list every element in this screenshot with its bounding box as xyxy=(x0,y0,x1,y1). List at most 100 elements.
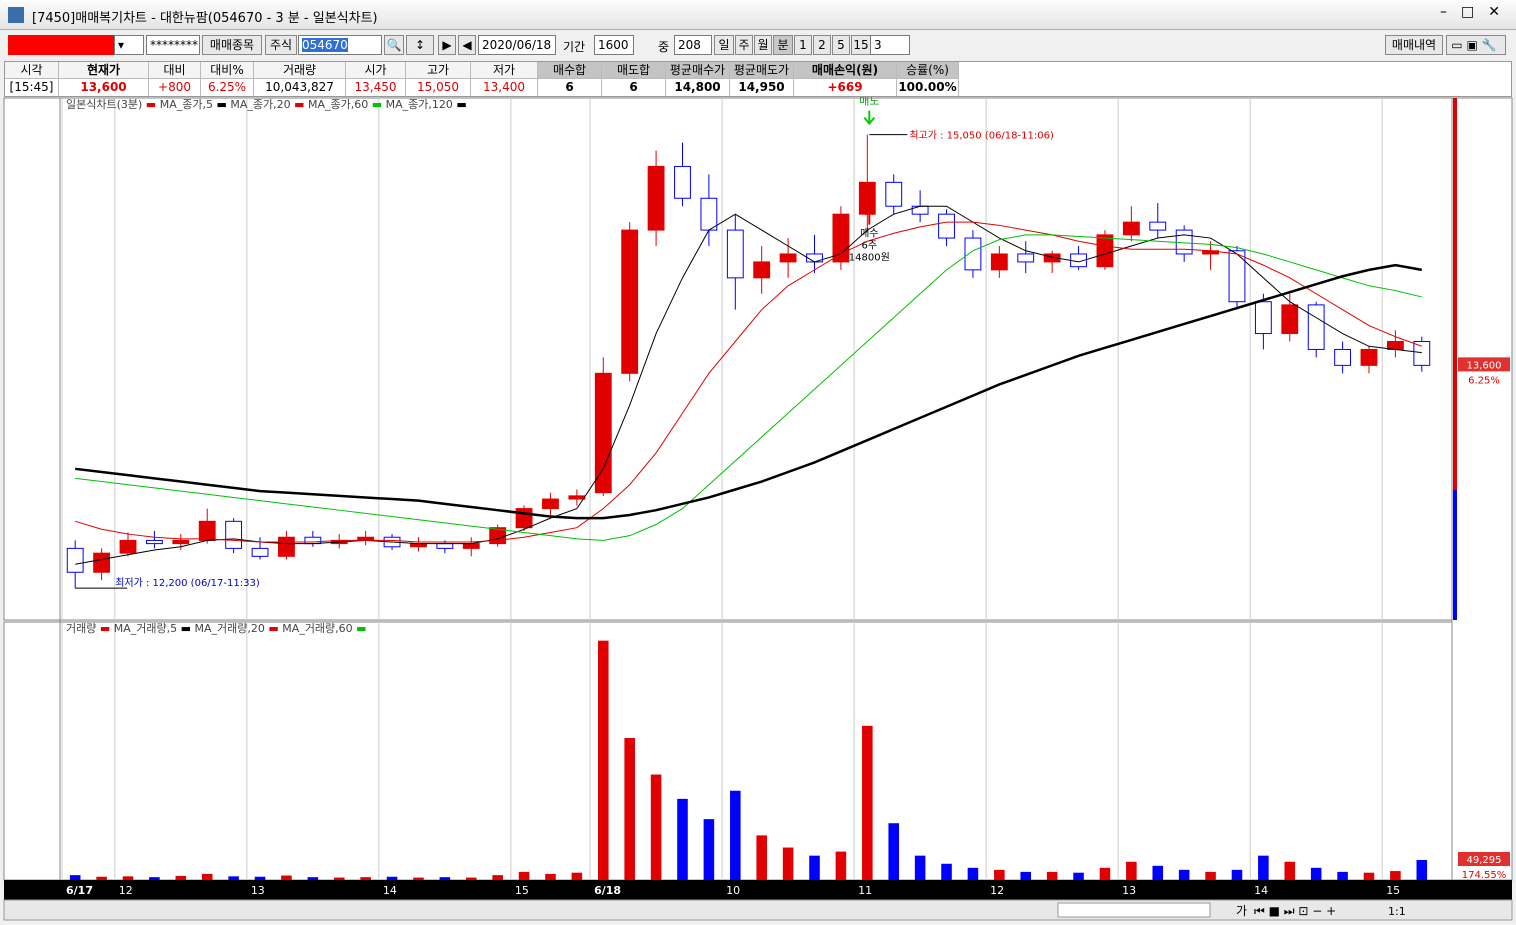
period-input[interactable]: 1600 xyxy=(594,35,634,55)
legend-swatch: ▬ xyxy=(353,622,367,635)
header-cell: 현재가 xyxy=(59,62,149,79)
candle-body xyxy=(1149,221,1167,231)
volume-bar xyxy=(1258,855,1269,880)
sort-button[interactable]: ↕ xyxy=(406,35,434,55)
header-cell: 시가 xyxy=(346,62,406,79)
candle-body xyxy=(93,552,111,573)
candle-body xyxy=(832,213,850,263)
candle-body xyxy=(251,547,269,557)
volume-bar xyxy=(967,867,979,880)
candle-body xyxy=(1122,221,1140,236)
legend-entry: MA_거래량,20 xyxy=(195,622,265,635)
volume-bar xyxy=(1337,871,1348,880)
candle-body xyxy=(726,229,744,279)
volume-bar xyxy=(1363,872,1375,880)
x-tick-label: 14 xyxy=(1254,884,1268,897)
volume-bar xyxy=(835,851,847,880)
x-tick-label: 10 xyxy=(726,884,740,897)
code-text: 054670 xyxy=(302,38,348,52)
x-tick-label: 12 xyxy=(990,884,1004,897)
candle-body xyxy=(858,181,876,215)
sell-marker: 매도 xyxy=(859,97,879,108)
unit-button[interactable]: 2 xyxy=(813,35,831,55)
volume-bar xyxy=(677,798,688,880)
candle-body xyxy=(1307,304,1325,350)
search-button[interactable]: 🔍 xyxy=(384,35,404,55)
unit-button[interactable]: 1 xyxy=(794,35,812,55)
value-cell: 13,450 xyxy=(346,79,406,96)
strength-down xyxy=(1453,490,1457,620)
next-button[interactable]: ▶ xyxy=(438,35,456,55)
legend-swatch: ▬ xyxy=(142,98,159,111)
price-pane xyxy=(3,97,1453,621)
prev-button[interactable]: ◀ xyxy=(458,35,476,55)
legend-entry: MA_종가,5 xyxy=(160,98,213,111)
x-tick-label: 15 xyxy=(1386,884,1400,897)
volume-bar xyxy=(1310,867,1322,880)
candle-body xyxy=(225,520,243,549)
value-cell: 14,950 xyxy=(730,79,794,96)
volume-bar xyxy=(122,876,134,880)
history-button[interactable]: 매매내역 xyxy=(1385,35,1443,55)
volume-bar xyxy=(1020,871,1032,880)
buy-price: 14800원 xyxy=(849,252,890,264)
count-input[interactable]: 208 xyxy=(674,35,712,55)
volume-bar xyxy=(703,819,715,880)
volume-bar xyxy=(1152,865,1164,880)
volume-bar xyxy=(307,877,319,880)
candle-body xyxy=(568,495,586,500)
volume-bar xyxy=(518,871,530,880)
unit-button[interactable]: 15 xyxy=(851,35,871,55)
market-button[interactable]: 주식 xyxy=(265,35,297,55)
window-controls[interactable]: –□✕ xyxy=(1440,4,1514,20)
volume-bar xyxy=(439,877,451,880)
candle-body xyxy=(990,253,1008,271)
unit-select[interactable]: 3 xyxy=(870,35,910,55)
password[interactable]: ******** xyxy=(146,35,200,55)
x-axis-bar xyxy=(4,880,1512,900)
candle-body xyxy=(779,253,797,263)
app-icon xyxy=(8,7,24,23)
legend-entry: MA_종가,20 xyxy=(230,98,290,111)
legend-title: 거래량 xyxy=(66,622,96,635)
change-label: 6.25% xyxy=(1468,375,1500,386)
strength-up xyxy=(1453,98,1457,490)
volume-bar xyxy=(149,877,160,880)
code-input[interactable]: 054670 xyxy=(298,35,382,55)
unit-button[interactable]: 5 xyxy=(832,35,850,55)
account-select[interactable]: ▾ xyxy=(114,35,144,55)
header-cell: 대비% xyxy=(201,62,254,79)
legend-entry: MA_거래량,60 xyxy=(282,622,352,635)
value-cell: 6 xyxy=(538,79,602,96)
candle-body xyxy=(1228,250,1246,303)
header-cell: 거래량 xyxy=(254,62,346,79)
volume-bar xyxy=(809,855,820,880)
last-price-label: 13,600 xyxy=(1467,360,1502,371)
last-volume-box xyxy=(1458,852,1510,867)
legend-swatch: ▬ xyxy=(291,98,308,111)
candle-body xyxy=(700,197,718,231)
unit-button[interactable]: 분 xyxy=(773,35,793,55)
x-tick-label: 13 xyxy=(1122,884,1136,897)
unit-button[interactable]: 일 xyxy=(714,35,734,55)
tool-buttons[interactable]: ▭▣🔧 xyxy=(1446,35,1506,55)
legend-swatch: ▬ xyxy=(96,622,113,635)
volume-bar xyxy=(413,877,424,880)
low-annotation: 최저가 : 12,200 (06/17-11:33) xyxy=(115,577,260,589)
candle-body xyxy=(436,543,454,549)
unit-button[interactable]: 주 xyxy=(735,35,753,55)
x-tick-label: 12 xyxy=(119,884,133,897)
trade-item-button[interactable]: 매매종목 xyxy=(202,35,262,55)
period-label: 기간 xyxy=(563,40,586,54)
volume-pane xyxy=(3,621,1453,881)
volume-bar xyxy=(1284,861,1296,880)
x-tick-label: 13 xyxy=(251,884,265,897)
unit-button[interactable]: 월 xyxy=(754,35,772,55)
x-tick-label: 15 xyxy=(515,884,529,897)
volume-bar xyxy=(360,877,371,880)
date-input[interactable]: 2020/06/18 xyxy=(478,35,556,55)
value-cell: 14,800 xyxy=(666,79,730,96)
legend-swatch: ▬ xyxy=(453,98,467,111)
value-cell: +800 xyxy=(149,79,201,96)
